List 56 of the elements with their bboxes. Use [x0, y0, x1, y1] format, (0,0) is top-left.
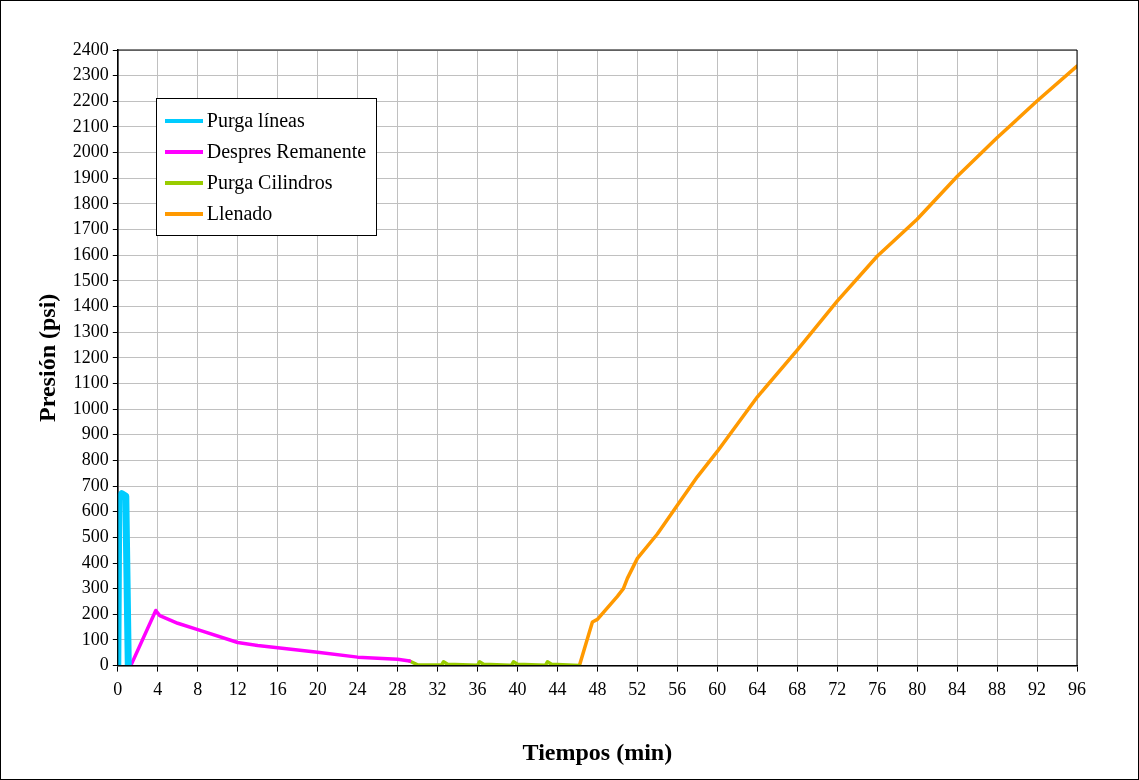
- y-tick-label: 1600: [72, 243, 109, 264]
- legend-label: Llenado: [206, 202, 273, 225]
- x-tick-label: 56: [668, 679, 687, 700]
- y-tick-label: 800: [81, 449, 109, 470]
- x-tick-label: 0: [113, 679, 123, 700]
- legend-label: Purga líneas: [206, 109, 305, 132]
- x-tick-label: 16: [268, 679, 287, 700]
- y-tick-label: 400: [81, 551, 109, 572]
- x-tick-label: 76: [868, 679, 887, 700]
- y-tick-label: 1700: [72, 218, 109, 239]
- y-tick-label: 500: [81, 526, 109, 547]
- y-tick-label: 1400: [72, 295, 109, 316]
- x-tick-label: 80: [908, 679, 927, 700]
- x-tick-label: 32: [428, 679, 447, 700]
- y-tick-label: 900: [81, 423, 109, 444]
- y-tick-label: 1100: [73, 372, 109, 393]
- y-tick-label: 1500: [72, 269, 109, 290]
- x-tick-label: 4: [153, 679, 163, 700]
- y-tick-label: 2100: [72, 115, 109, 136]
- y-tick-label: 200: [81, 603, 109, 624]
- y-tick-label: 1300: [72, 320, 109, 341]
- y-tick-label: 0: [99, 654, 109, 675]
- y-tick-label: 2000: [72, 141, 109, 162]
- x-axis-title: Tiempos (min): [522, 738, 673, 765]
- x-tick-label: 20: [308, 679, 327, 700]
- x-tick-label: 88: [988, 679, 1007, 700]
- y-tick-label: 700: [81, 474, 109, 495]
- y-tick-label: 600: [81, 500, 109, 521]
- legend-label: Purga Cilindros: [206, 171, 333, 194]
- x-tick-label: 72: [828, 679, 847, 700]
- y-tick-label: 2400: [72, 38, 109, 59]
- x-tick-label: 8: [193, 679, 203, 700]
- x-tick-label: 36: [468, 679, 487, 700]
- y-axis-title: Presión (psi): [33, 293, 60, 422]
- y-tick-label: 1900: [72, 166, 109, 187]
- y-tick-label: 1000: [72, 397, 109, 418]
- x-tick-label: 92: [1028, 679, 1047, 700]
- x-tick-label: 96: [1068, 679, 1086, 700]
- legend-label: Despres Remanente: [206, 140, 367, 163]
- x-tick-label: 48: [588, 679, 607, 700]
- y-tick-label: 2200: [72, 90, 109, 111]
- y-tick-label: 300: [81, 577, 109, 598]
- x-tick-label: 24: [348, 679, 367, 700]
- x-tick-label: 44: [548, 679, 567, 700]
- x-tick-label: 84: [948, 679, 967, 700]
- x-tick-label: 28: [388, 679, 407, 700]
- x-tick-label: 68: [788, 679, 807, 700]
- y-tick-label: 2300: [72, 64, 109, 85]
- x-tick-label: 40: [508, 679, 527, 700]
- x-tick-label: 12: [228, 679, 247, 700]
- x-tick-label: 60: [708, 679, 727, 700]
- x-tick-label: 64: [748, 679, 767, 700]
- x-tick-label: 52: [628, 679, 647, 700]
- y-tick-label: 100: [81, 628, 109, 649]
- y-tick-label: 1800: [72, 192, 109, 213]
- y-tick-label: 1200: [72, 346, 109, 367]
